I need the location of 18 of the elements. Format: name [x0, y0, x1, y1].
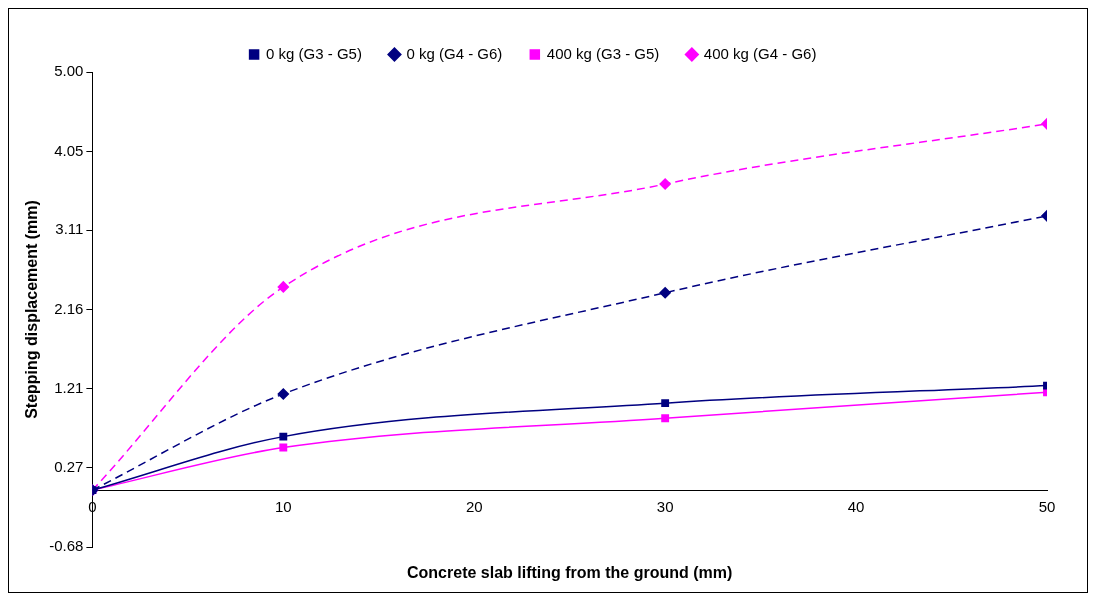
y-tick-label: 4.05	[54, 141, 84, 159]
legend-label: 400 kg (G3 - G5)	[546, 44, 660, 62]
x-tick-label: 20	[465, 498, 483, 516]
y-tick-label: -0.68	[49, 537, 84, 555]
y-axis-title: Stepping displacement (mm)	[23, 200, 41, 419]
x-axis-title: Concrete slab lifting from the ground (mm)	[407, 564, 733, 582]
x-tick-label: 30	[656, 498, 674, 516]
legend-label: 0 kg (G3 - G5)	[266, 44, 362, 62]
legend-label: 400 kg (G4 - G6)	[703, 44, 817, 62]
legend-label: 0 kg (G4 - G6)	[406, 44, 503, 62]
x-tick-label: 50	[1038, 498, 1056, 516]
y-tick-label: 3.11	[55, 220, 84, 238]
x-tick-label: 10	[274, 498, 292, 516]
y-tick-label: 0.27	[54, 457, 84, 475]
x-tick-label: 40	[847, 498, 865, 516]
y-tick-label: 1.21	[54, 379, 84, 397]
y-tick-label: 5.00	[54, 62, 84, 80]
y-tick-label: 2.16	[54, 299, 84, 317]
